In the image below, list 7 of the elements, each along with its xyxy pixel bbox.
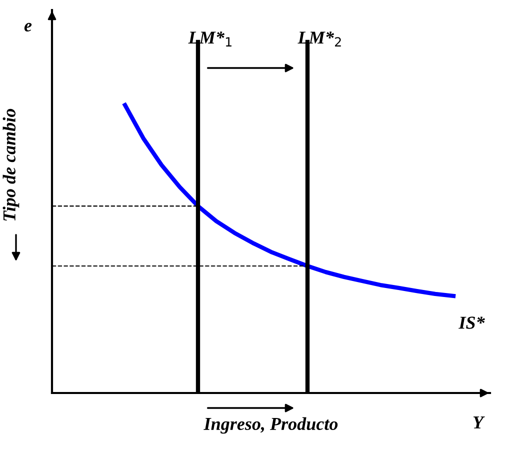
text: LM*$_{2}$: [298, 31, 341, 46]
text: Y: [473, 416, 485, 428]
x-axis-title: Ingreso, Producto: [204, 417, 338, 434]
y-axis-title: Tipo de cambio: [2, 108, 20, 221]
text: LM*$_{1}$: [188, 31, 232, 46]
series-label: IS*: [458, 316, 485, 329]
text: e: [24, 22, 32, 32]
